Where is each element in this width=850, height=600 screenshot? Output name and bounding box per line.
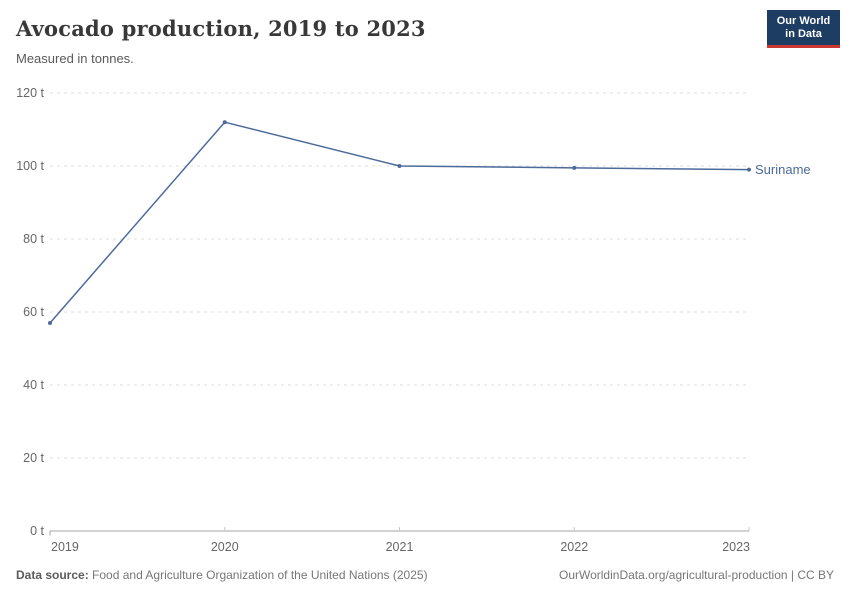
data-source-label: Data source: <box>16 568 89 582</box>
data-point <box>747 167 751 172</box>
owid-logo-line1: Our World <box>776 15 831 27</box>
chart-footer: Data source: Food and Agriculture Organi… <box>16 568 834 582</box>
data-line <box>49 121 750 324</box>
series-label-suriname[interactable]: Suriname <box>755 162 811 177</box>
y-tick-label: 40 t <box>23 378 44 392</box>
data-point <box>222 120 227 125</box>
y-tick-label: 60 t <box>23 305 44 319</box>
data-point <box>397 164 402 168</box>
x-tick-label: 2021 <box>386 540 414 554</box>
page-title: Avocado production, 2019 to 2023 <box>16 16 426 41</box>
y-tick-label: 80 t <box>23 232 44 246</box>
y-tick-label: 120 t <box>16 86 44 100</box>
chart-subtitle: Measured in tonnes. <box>16 51 134 66</box>
x-tick-label: 2022 <box>560 540 588 554</box>
data-source-note: Data source: Food and Agriculture Organi… <box>16 568 428 582</box>
owid-logo-line2: in Data <box>785 28 822 40</box>
y-tick-label: 0 t <box>30 524 44 538</box>
data-point <box>572 165 577 170</box>
x-tick-label: 2020 <box>211 540 239 554</box>
data-point <box>48 320 52 325</box>
x-tick-label: 2019 <box>51 540 79 554</box>
y-tick-label: 20 t <box>23 451 44 465</box>
owid-logo[interactable]: Our World in Data <box>767 10 840 48</box>
data-source-text: Food and Agriculture Organization of the… <box>88 568 428 582</box>
citation-link[interactable]: OurWorldinData.org/agricultural-producti… <box>558 568 834 582</box>
y-tick-label: 100 t <box>16 159 44 173</box>
x-tick-label: 2023 <box>722 540 750 554</box>
